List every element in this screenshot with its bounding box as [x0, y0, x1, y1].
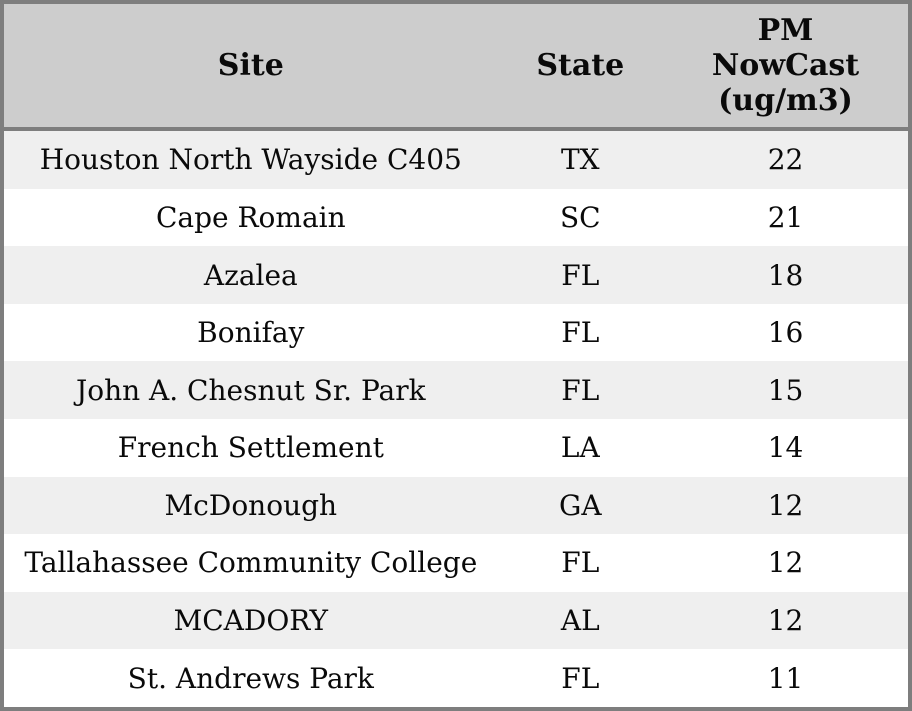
state-cell: GA	[497, 476, 664, 535]
table-row: Tallahassee Community College FL 12	[4, 534, 908, 592]
site-cell: McDonough	[4, 476, 498, 535]
table-row: Bonifay FL 16	[4, 303, 908, 362]
table-body: Houston North Wayside C405 TX 22 Cape Ro…	[4, 129, 908, 707]
table-row: John A. Chesnut Sr. Park FL 15	[4, 361, 908, 419]
pm-nowcast-cell: 21	[663, 188, 908, 247]
table-row: McDonough GA 12	[4, 476, 908, 535]
column-header-state: State	[497, 4, 664, 131]
table-row: MCADORY AL 12	[4, 591, 908, 650]
pm-nowcast-cell: 18	[663, 246, 908, 304]
table-row: Azalea FL 18	[4, 246, 908, 304]
pm-nowcast-cell: 14	[663, 418, 908, 477]
column-header-site-label: Site	[217, 47, 284, 83]
state-cell: SC	[497, 188, 664, 247]
site-cell: Azalea	[4, 246, 498, 304]
pm-nowcast-table: Site State PM NowCast (ug/m3) Houston No…	[4, 4, 908, 707]
site-cell: John A. Chesnut Sr. Park	[4, 361, 498, 419]
site-cell: Houston North Wayside C405	[4, 129, 498, 189]
site-cell: MCADORY	[4, 591, 498, 650]
state-cell: FL	[497, 361, 664, 419]
site-cell: Cape Romain	[4, 188, 498, 247]
table-row: Houston North Wayside C405 TX 22	[4, 129, 908, 189]
pm-nowcast-cell: 22	[663, 129, 908, 189]
column-header-site: Site	[4, 4, 498, 131]
table-row: Cape Romain SC 21	[4, 188, 908, 247]
site-cell: French Settlement	[4, 418, 498, 477]
table-header: Site State PM NowCast (ug/m3)	[4, 4, 908, 131]
column-header-state-label: State	[536, 47, 625, 83]
pm-nowcast-cell: 15	[663, 361, 908, 419]
site-cell: St. Andrews Park	[4, 649, 498, 707]
state-cell: FL	[497, 534, 664, 592]
column-header-pm-nowcast-label: PM NowCast (ug/m3)	[711, 12, 860, 119]
state-cell: FL	[497, 649, 664, 707]
pm-nowcast-cell: 12	[663, 534, 908, 592]
pm-nowcast-cell: 12	[663, 591, 908, 650]
pm-nowcast-cell: 12	[663, 476, 908, 535]
header-row: Site State PM NowCast (ug/m3)	[4, 4, 908, 131]
pm-nowcast-cell: 11	[663, 649, 908, 707]
table-row: French Settlement LA 14	[4, 418, 908, 477]
state-cell: FL	[497, 246, 664, 304]
column-header-pm-nowcast: PM NowCast (ug/m3)	[663, 4, 908, 131]
state-cell: LA	[497, 418, 664, 477]
site-cell: Tallahassee Community College	[4, 534, 498, 592]
table-row: St. Andrews Park FL 11	[4, 649, 908, 707]
state-cell: TX	[497, 129, 664, 189]
state-cell: FL	[497, 303, 664, 362]
state-cell: AL	[497, 591, 664, 650]
pm-nowcast-cell: 16	[663, 303, 908, 362]
site-cell: Bonifay	[4, 303, 498, 362]
